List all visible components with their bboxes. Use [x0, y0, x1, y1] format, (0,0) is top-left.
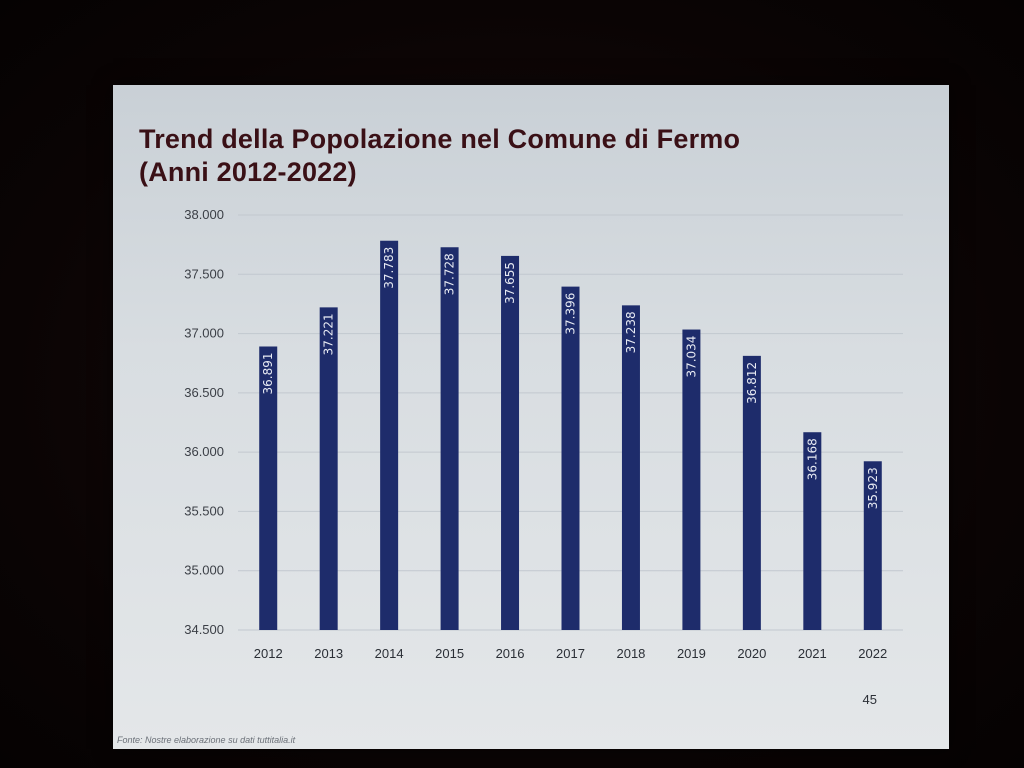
data-label: 37.655: [503, 262, 517, 304]
bar: [621, 305, 640, 630]
x-tick-label: 2022: [858, 646, 887, 661]
x-tick-label: 2013: [314, 646, 343, 661]
bar: [742, 355, 761, 630]
y-tick-label: 37.000: [184, 326, 224, 341]
x-tick-label: 2016: [496, 646, 525, 661]
data-label: 37.396: [564, 293, 578, 335]
slide-title-line-2: (Anni 2012-2022): [139, 157, 357, 187]
data-label: 36.168: [805, 438, 819, 480]
x-tick-label: 2015: [435, 646, 464, 661]
x-tick-label: 2017: [556, 646, 585, 661]
bar: [682, 329, 701, 630]
data-label: 37.034: [684, 336, 698, 378]
slide-title-line-1: Trend della Popolazione nel Comune di Fe…: [139, 124, 741, 154]
y-tick-label: 34.500: [184, 622, 224, 637]
bar: [501, 255, 520, 630]
y-tick-label: 35.500: [184, 503, 224, 518]
y-tick-label: 36.000: [184, 444, 224, 459]
x-tick-label: 2019: [677, 646, 706, 661]
data-label: 37.783: [382, 247, 396, 289]
bar: [380, 240, 399, 631]
data-label: 37.221: [322, 313, 336, 355]
x-tick-label: 2012: [254, 646, 283, 661]
bar: [863, 461, 882, 630]
x-tick-label: 2018: [616, 646, 645, 661]
x-tick-label: 2021: [798, 646, 827, 661]
data-label: 35.923: [866, 467, 880, 509]
y-tick-label: 35.000: [184, 563, 224, 578]
x-tick-label: 2020: [737, 646, 766, 661]
bar-chart: 34.500 35.000 35.500 36.000 36.500 37.000 37.5…: [184, 207, 903, 661]
source-note: Fonte: Nostre elaborazione su dati tutti…: [117, 735, 296, 745]
bar: [259, 346, 278, 630]
bar: [561, 286, 580, 630]
data-label: 36.812: [745, 362, 759, 404]
x-tick-label: 2014: [375, 646, 404, 661]
y-tick-label: 38.000: [184, 207, 224, 222]
data-label: 36.891: [261, 352, 275, 394]
data-label: 37.728: [443, 253, 457, 295]
slide-title: Trend della Popolazione nel Comune di Fe…: [139, 123, 740, 189]
bar: [440, 247, 459, 630]
y-tick-label: 37.500: [184, 266, 224, 281]
y-tick-label: 36.500: [184, 385, 224, 400]
bar: [319, 307, 338, 630]
bar: [803, 432, 822, 630]
presentation-slide: 34.500 35.000 35.500 36.000 36.500 37.000 37.5…: [113, 85, 949, 749]
data-label: 37.238: [624, 311, 638, 353]
slide-page-number: 45: [862, 692, 877, 707]
